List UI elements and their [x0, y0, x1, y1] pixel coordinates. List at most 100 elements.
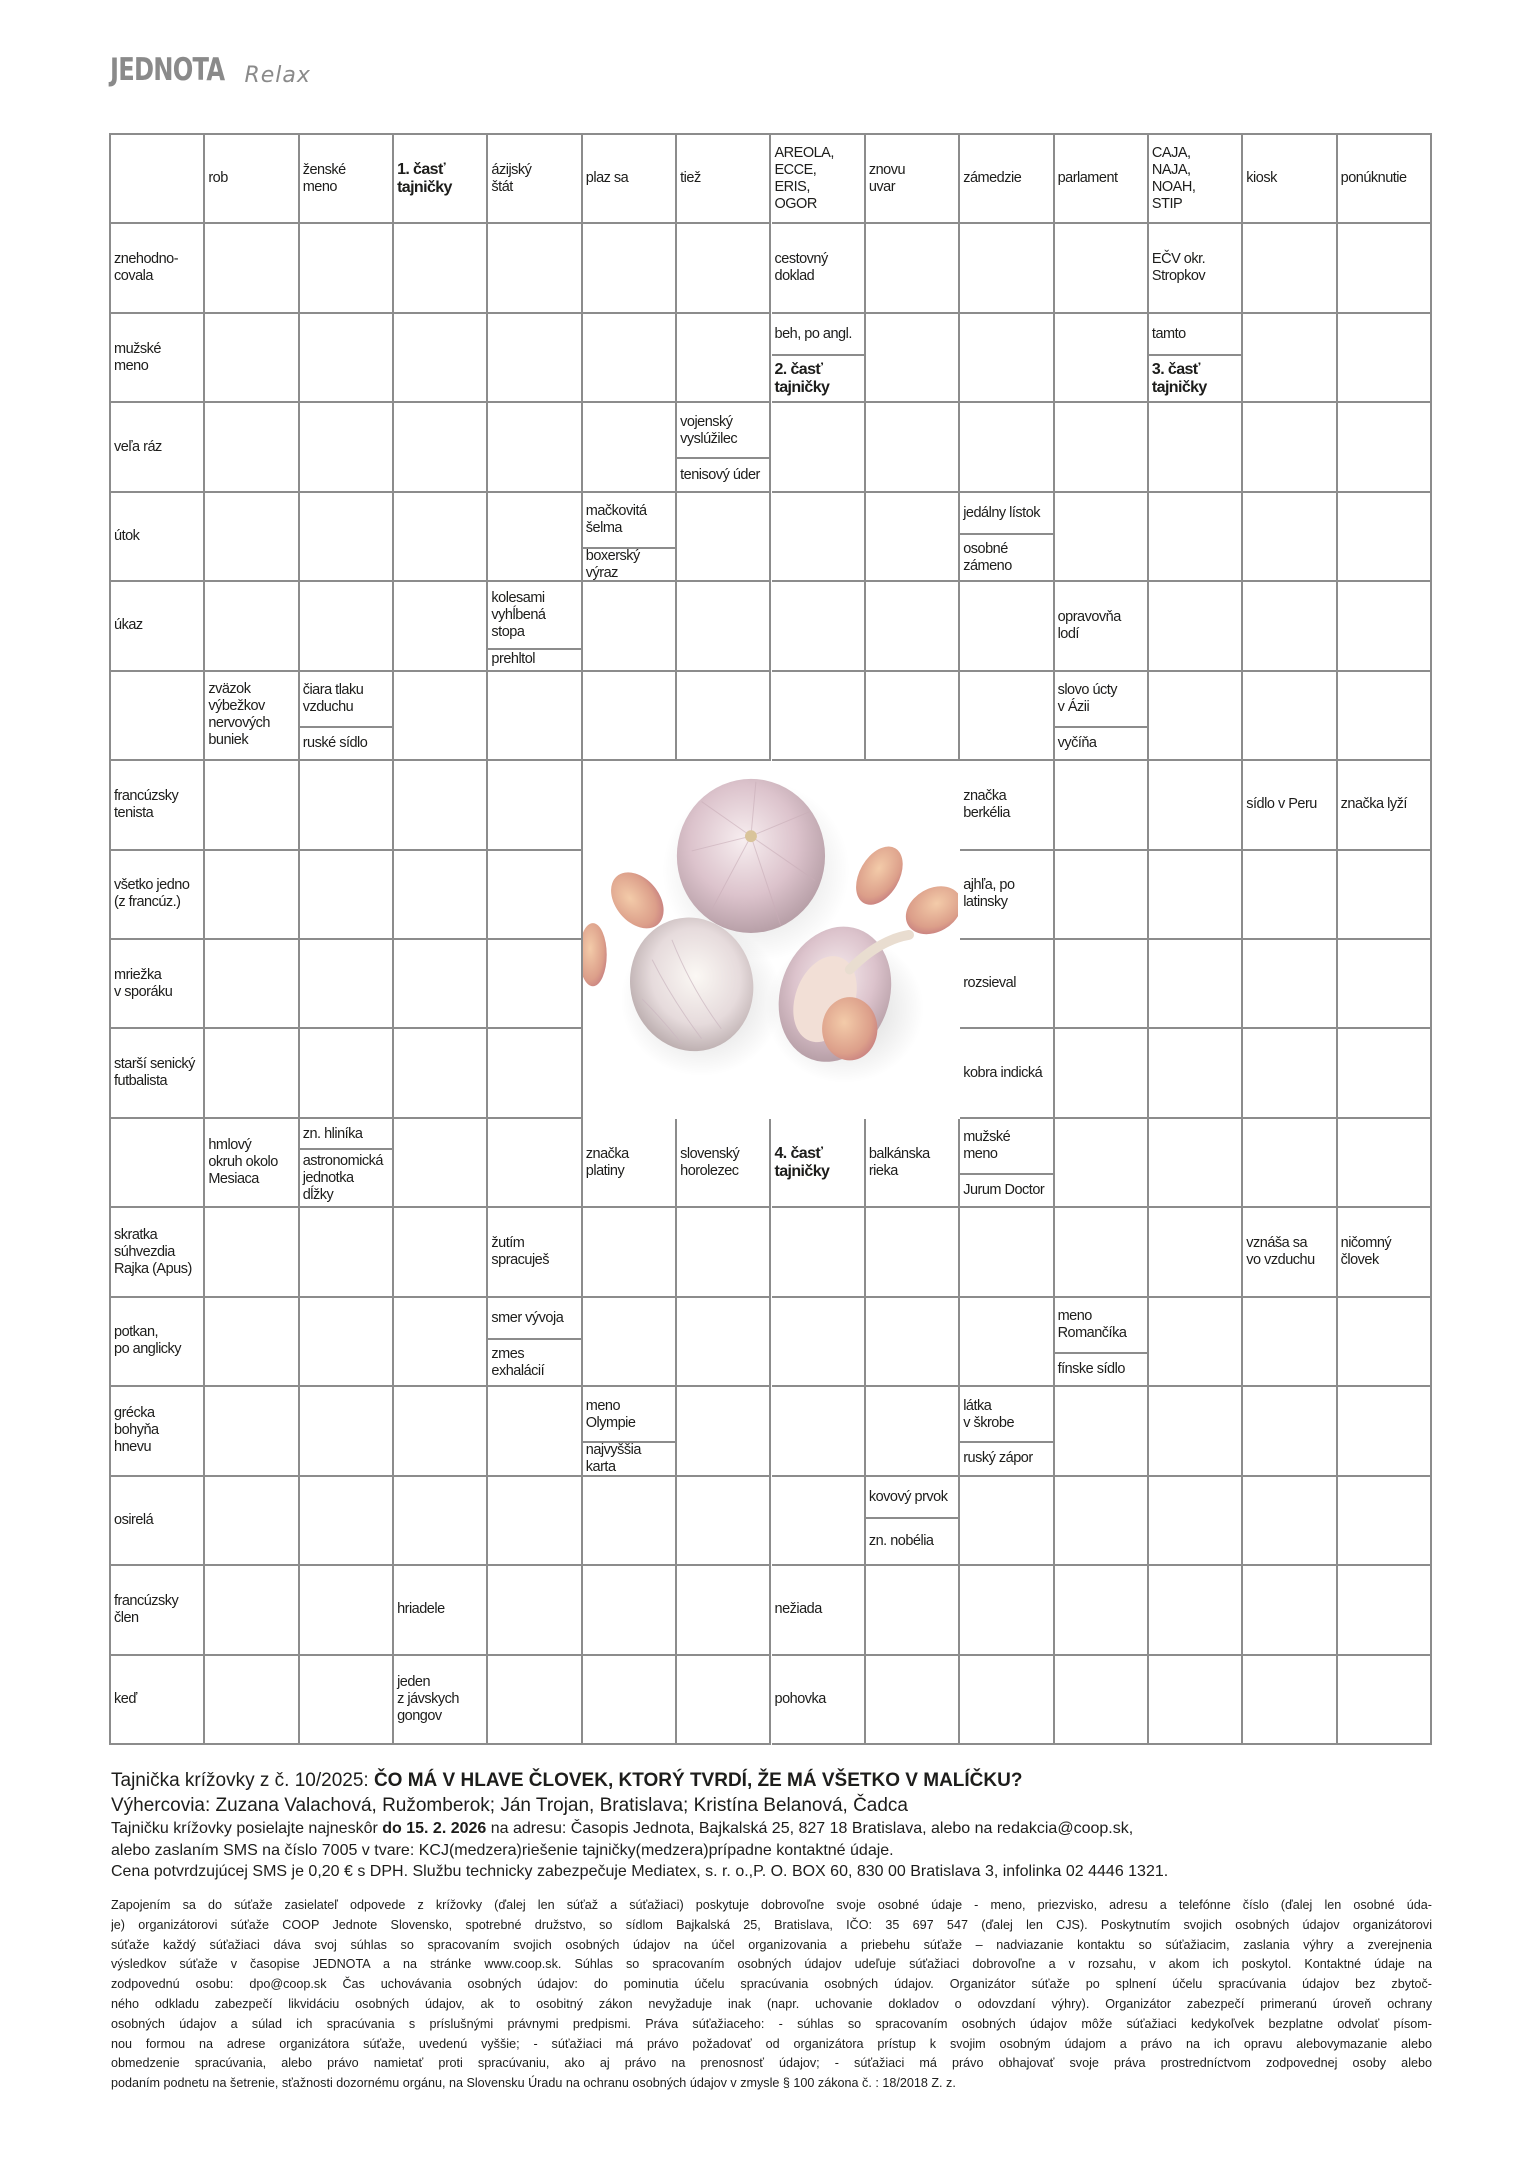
answer-cell[interactable]: [1337, 403, 1432, 493]
answer-cell[interactable]: [677, 582, 772, 672]
answer-cell[interactable]: [582, 1566, 678, 1656]
answer-cell[interactable]: [677, 1297, 772, 1388]
answer-cell[interactable]: [1337, 224, 1432, 314]
answer-cell[interactable]: [1148, 850, 1244, 940]
answer-cell[interactable]: [960, 1655, 1055, 1745]
answer-cell[interactable]: [111, 671, 206, 762]
answer-cell[interactable]: [1148, 1476, 1244, 1567]
answer-cell[interactable]: [1148, 940, 1244, 1030]
answer-cell[interactable]: [394, 403, 489, 493]
answer-cell[interactable]: [582, 224, 678, 314]
answer-cell[interactable]: [865, 582, 961, 672]
answer-cell[interactable]: [960, 1297, 1055, 1388]
answer-cell[interactable]: [1243, 1566, 1338, 1656]
answer-cell[interactable]: [488, 492, 583, 583]
answer-cell[interactable]: [205, 1387, 300, 1477]
answer-cell[interactable]: [488, 1476, 583, 1567]
answer-cell[interactable]: [205, 850, 300, 940]
answer-cell[interactable]: [1243, 1387, 1338, 1477]
answer-cell[interactable]: [1054, 403, 1149, 493]
answer-cell[interactable]: [1337, 1655, 1432, 1745]
answer-cell[interactable]: [394, 1297, 489, 1388]
answer-cell[interactable]: [960, 1566, 1055, 1656]
answer-cell[interactable]: [1243, 492, 1338, 583]
answer-cell[interactable]: [1054, 1387, 1149, 1477]
answer-cell[interactable]: [205, 403, 300, 493]
answer-cell[interactable]: [582, 582, 678, 672]
answer-cell[interactable]: [394, 1387, 489, 1477]
answer-cell[interactable]: [205, 313, 300, 404]
answer-cell[interactable]: [582, 1655, 678, 1745]
answer-cell[interactable]: [1148, 403, 1244, 493]
answer-cell[interactable]: [771, 492, 866, 583]
answer-cell[interactable]: [394, 940, 489, 1030]
answer-cell[interactable]: [1054, 1208, 1149, 1298]
answer-cell[interactable]: [488, 850, 583, 940]
answer-cell[interactable]: [677, 224, 772, 314]
answer-cell[interactable]: [865, 224, 961, 314]
answer-cell[interactable]: [299, 1029, 395, 1119]
answer-cell[interactable]: [299, 313, 395, 404]
answer-cell[interactable]: [865, 403, 961, 493]
answer-cell[interactable]: [299, 1387, 395, 1477]
answer-cell[interactable]: [488, 1655, 583, 1745]
answer-cell[interactable]: [771, 671, 866, 762]
answer-cell[interactable]: [205, 1297, 300, 1388]
answer-cell[interactable]: [1243, 313, 1338, 404]
answer-cell[interactable]: [394, 1118, 489, 1209]
answer-cell[interactable]: [394, 671, 489, 762]
answer-cell[interactable]: [582, 1297, 678, 1388]
answer-cell[interactable]: [960, 224, 1055, 314]
answer-cell[interactable]: [677, 1476, 772, 1567]
answer-cell[interactable]: [677, 1208, 772, 1298]
answer-cell[interactable]: [771, 1208, 866, 1298]
answer-cell[interactable]: [111, 135, 206, 225]
answer-cell[interactable]: [299, 1566, 395, 1656]
answer-cell[interactable]: [299, 582, 395, 672]
answer-cell[interactable]: [488, 671, 583, 762]
answer-cell[interactable]: [1337, 671, 1432, 762]
answer-cell[interactable]: [1243, 850, 1338, 940]
answer-cell[interactable]: [1148, 582, 1244, 672]
answer-cell[interactable]: [960, 403, 1055, 493]
answer-cell[interactable]: [1054, 1029, 1149, 1119]
answer-cell[interactable]: [394, 761, 489, 851]
answer-cell[interactable]: [1243, 940, 1338, 1030]
answer-cell[interactable]: [394, 313, 489, 404]
answer-cell[interactable]: [771, 1476, 866, 1567]
answer-cell[interactable]: [1054, 1476, 1149, 1567]
answer-cell[interactable]: [1243, 1655, 1338, 1745]
answer-cell[interactable]: [1148, 1208, 1244, 1298]
answer-cell[interactable]: [771, 582, 866, 672]
answer-cell[interactable]: [1243, 582, 1338, 672]
answer-cell[interactable]: [205, 492, 300, 583]
answer-cell[interactable]: [1148, 1029, 1244, 1119]
answer-cell[interactable]: [582, 1476, 678, 1567]
answer-cell[interactable]: [1337, 1118, 1432, 1209]
answer-cell[interactable]: [488, 940, 583, 1030]
answer-cell[interactable]: [1243, 224, 1338, 314]
answer-cell[interactable]: [394, 1029, 489, 1119]
answer-cell[interactable]: [205, 940, 300, 1030]
answer-cell[interactable]: [771, 1387, 866, 1477]
answer-cell[interactable]: [865, 313, 961, 404]
answer-cell[interactable]: [299, 940, 395, 1030]
answer-cell[interactable]: [1337, 1297, 1432, 1388]
answer-cell[interactable]: [582, 1208, 678, 1298]
answer-cell[interactable]: [1337, 850, 1432, 940]
answer-cell[interactable]: [1054, 761, 1149, 851]
answer-cell[interactable]: [960, 1476, 1055, 1567]
answer-cell[interactable]: [205, 1208, 300, 1298]
answer-cell[interactable]: [960, 582, 1055, 672]
answer-cell[interactable]: [1243, 1118, 1338, 1209]
answer-cell[interactable]: [394, 1208, 489, 1298]
answer-cell[interactable]: [488, 1566, 583, 1656]
answer-cell[interactable]: [205, 582, 300, 672]
answer-cell[interactable]: [1148, 761, 1244, 851]
answer-cell[interactable]: [1337, 492, 1432, 583]
answer-cell[interactable]: [771, 403, 866, 493]
answer-cell[interactable]: [1243, 1476, 1338, 1567]
answer-cell[interactable]: [111, 1118, 206, 1209]
answer-cell[interactable]: [1337, 1029, 1432, 1119]
answer-cell[interactable]: [205, 1655, 300, 1745]
